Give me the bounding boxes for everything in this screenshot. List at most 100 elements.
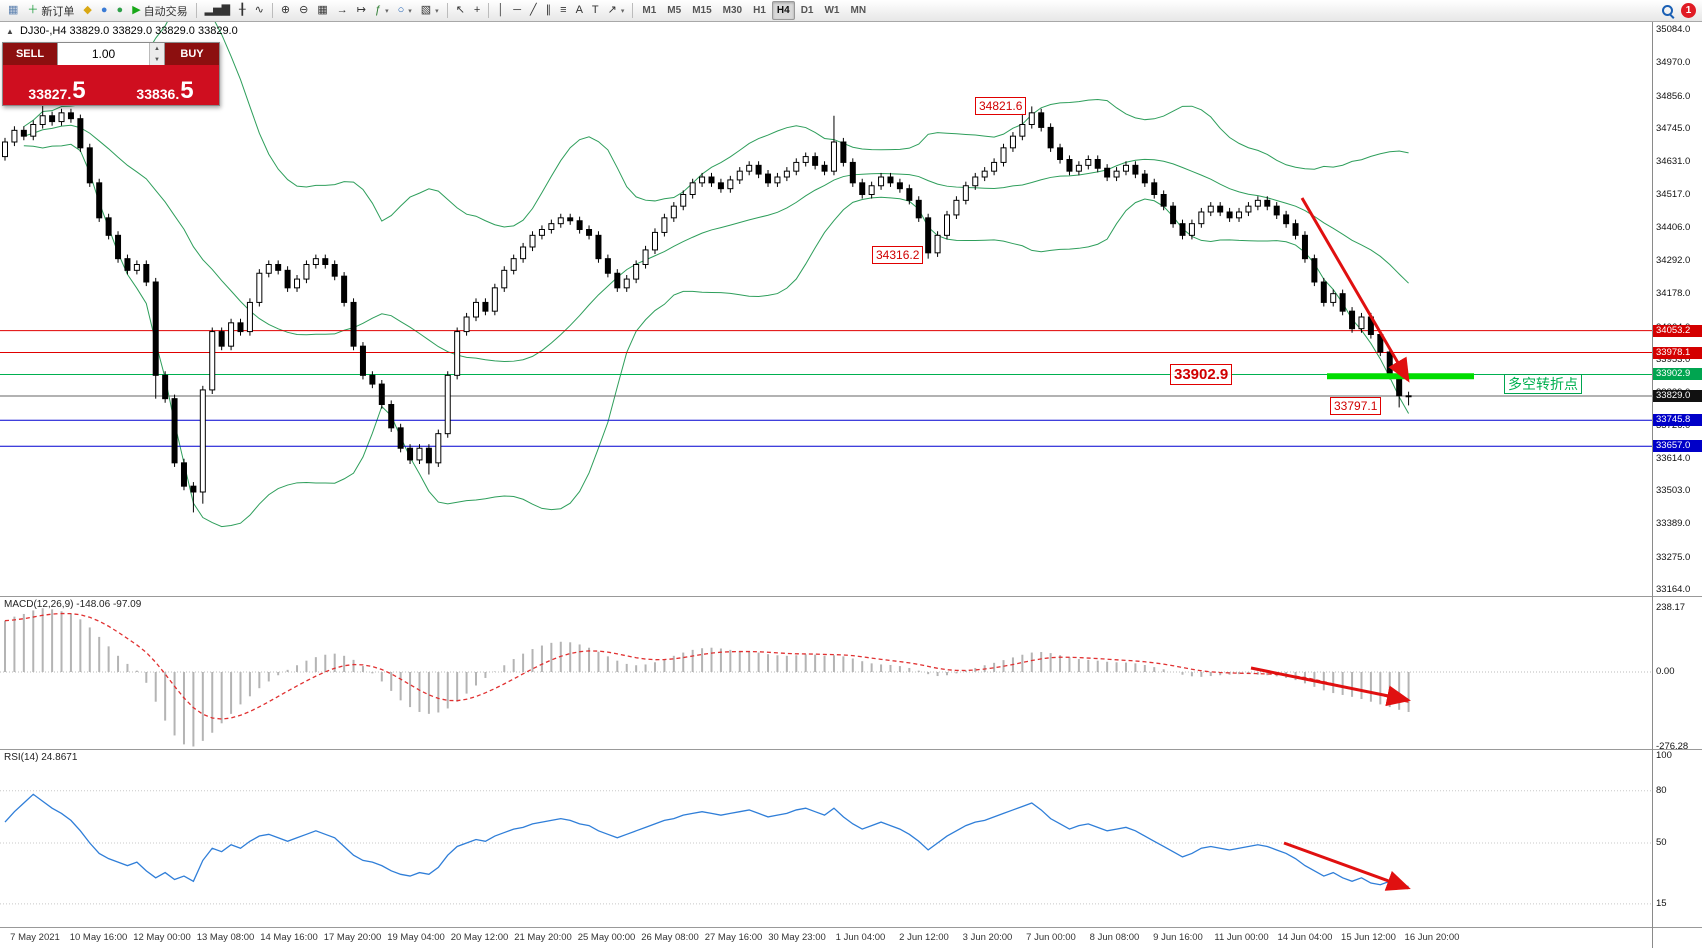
price-axis-badge: 33745.8 (1653, 414, 1702, 427)
sell-price[interactable]: 33827. 5 (3, 65, 111, 105)
volume-field: 1.00 ▲ ▼ (57, 43, 165, 65)
turning-point-label[interactable]: 多空转折点 (1504, 374, 1582, 394)
volume-input[interactable]: 1.00 (91, 47, 116, 61)
price-axis-label: 33953.0 (1656, 353, 1691, 365)
periods-button[interactable]: ○ ▾ (394, 1, 416, 21)
new-order-button[interactable]: ＋新订单 (23, 1, 78, 21)
price-axis-label: 33389.0 (1656, 518, 1691, 530)
price-axis[interactable]: 35084.0 34970.0 34856.0 34745.0 34631.0 34517… (1652, 22, 1702, 948)
indicators-button[interactable]: ƒ ▾ (371, 1, 393, 21)
search-icon[interactable] (1661, 4, 1675, 18)
label-tool-button[interactable]: T (588, 1, 603, 21)
price-axis-badge: 33978.1 (1653, 346, 1702, 359)
time-axis-label: 16 Jun 20:00 (1404, 932, 1460, 943)
autotrading-button-label: 自动交易 (143, 5, 188, 18)
indicator-list-icon: ◆ (83, 4, 92, 16)
vertical-line-button[interactable]: │ (493, 1, 508, 21)
rsi-arrow[interactable] (1283, 841, 1411, 891)
help-center-icon: ● (116, 4, 124, 16)
trendline-button[interactable]: ╱ (526, 1, 541, 21)
volume-down-icon[interactable]: ▼ (150, 54, 164, 65)
indicators-icon: ƒ (374, 4, 382, 16)
line-chart-type-button[interactable]: ∿ (251, 1, 268, 21)
sell-button[interactable]: SELL (3, 43, 57, 65)
market-watch-icon: ● (100, 4, 108, 16)
price-label-34821[interactable]: 34821.6 (975, 97, 1027, 115)
chart-shift-button[interactable]: ↦ (353, 1, 370, 21)
price-axis-label: 34970.0 (1656, 57, 1691, 69)
price-axis-label: 34745.0 (1656, 122, 1691, 134)
autotrading-icon: ▶ (132, 4, 141, 16)
macd-axis-label: -276.28 (1656, 740, 1689, 752)
crosshair-button[interactable]: + (470, 1, 484, 21)
templates-button[interactable]: ▧ ▾ (417, 1, 443, 21)
panel-collapse-icon[interactable]: ▲ (6, 27, 14, 36)
notification-badge[interactable]: 1 (1681, 3, 1696, 18)
buy-button[interactable]: BUY (165, 43, 219, 65)
arrows-tool-icon: ↗ (607, 4, 617, 16)
price-axis-label: 33614.0 (1656, 452, 1691, 464)
cursor-button[interactable]: ↖ (452, 1, 469, 21)
price-label-33797[interactable]: 33797.1 (1330, 397, 1382, 415)
timeframe-m30[interactable]: M30 (722, 5, 743, 16)
macd-signal-line (4, 612, 1409, 720)
time-axis-label: 21 May 20:00 (514, 932, 572, 943)
toolbar-separator (632, 3, 634, 18)
price-label-34316[interactable]: 34316.2 (872, 246, 924, 264)
timeframe-h1[interactable]: H1 (753, 5, 766, 16)
timeframe-w1[interactable]: W1 (824, 5, 840, 16)
buy-price-main: 33836. (136, 86, 180, 102)
bar-chart-type-button[interactable]: ▂▅▇ (201, 1, 234, 21)
auto-scroll-button[interactable]: → (333, 1, 352, 21)
timeframe-d1[interactable]: D1 (800, 5, 814, 16)
time-axis-label: 20 May 12:00 (450, 932, 509, 943)
price-axis-label: 33275.0 (1656, 551, 1691, 563)
candlestick-type-button[interactable]: ╂ (235, 1, 250, 21)
vertical-line-icon: │ (497, 4, 505, 16)
time-axis-label: 1 Jun 04:00 (835, 932, 886, 943)
timeframe-m1[interactable]: M1 (642, 5, 657, 16)
price-axis-label: 33164.0 (1656, 584, 1691, 595)
bollinger-bands (23, 0, 1410, 528)
help-center-button[interactable]: ● (113, 1, 128, 21)
text-tool-button[interactable]: A (572, 1, 587, 21)
ohlc-values: 33829.0 33829.0 33829.0 33829.0 (69, 25, 238, 37)
dropdown-caret-icon: ▾ (435, 7, 439, 15)
dropdown-caret-icon: ▾ (620, 7, 625, 15)
time-axis-label: 7 May 2021 (10, 932, 60, 943)
volume-up-icon[interactable]: ▲ (150, 43, 164, 54)
timeframe-m5[interactable]: M5 (667, 5, 682, 16)
time-axis[interactable]: 7 May 2021 10 May 16:00 12 May 00:00 13 May… (0, 928, 1652, 948)
arrows-tool-button[interactable]: ↗ ▾ (604, 1, 629, 21)
buy-price[interactable]: 33836. 5 (111, 65, 219, 105)
price-axis-badge: 33902.9 (1653, 368, 1702, 381)
new-chart-button[interactable]: ▦ (4, 1, 22, 21)
chart-shift-icon: ↦ (356, 4, 366, 16)
channel-button[interactable]: ∥ (542, 1, 556, 21)
trend-arrow[interactable] (1300, 197, 1410, 383)
indicator-list-button[interactable]: ◆ (79, 1, 95, 21)
timeframe-h4[interactable]: H4 (771, 1, 795, 20)
timeframe-mn[interactable]: MN (850, 5, 867, 16)
time-axis-label: 13 May 08:00 (196, 932, 255, 943)
zoom-out-button[interactable]: ⊖ (295, 1, 312, 21)
sell-price-pip: 5 (72, 76, 86, 104)
candlestick-type-icon: ╂ (239, 4, 246, 16)
market-watch-button[interactable]: ● (97, 1, 112, 21)
tile-windows-button[interactable]: ▦ (313, 1, 331, 21)
dropdown-caret-icon: ▾ (408, 7, 412, 15)
bar-chart-type-icon: ▂▅▇ (204, 4, 231, 16)
fibonacci-icon: ≡ (560, 4, 567, 16)
time-axis-label: 19 May 04:00 (387, 932, 445, 943)
zoom-in-button[interactable]: ⊕ (277, 1, 294, 21)
timeframe-m15[interactable]: M15 (692, 5, 712, 16)
price-label-33902[interactable]: 33902.9 (1170, 364, 1233, 385)
autotrading-button[interactable]: ▶ 自动交易 (128, 1, 191, 21)
time-axis-label: 17 May 20:00 (323, 932, 382, 943)
macd-arrow[interactable] (1250, 666, 1411, 707)
horizontal-line-button[interactable]: ─ (509, 1, 525, 21)
time-axis-label: 27 May 16:00 (704, 932, 763, 943)
line-chart-type-icon: ∿ (254, 4, 264, 16)
fibonacci-button[interactable]: ≡ (556, 1, 570, 21)
